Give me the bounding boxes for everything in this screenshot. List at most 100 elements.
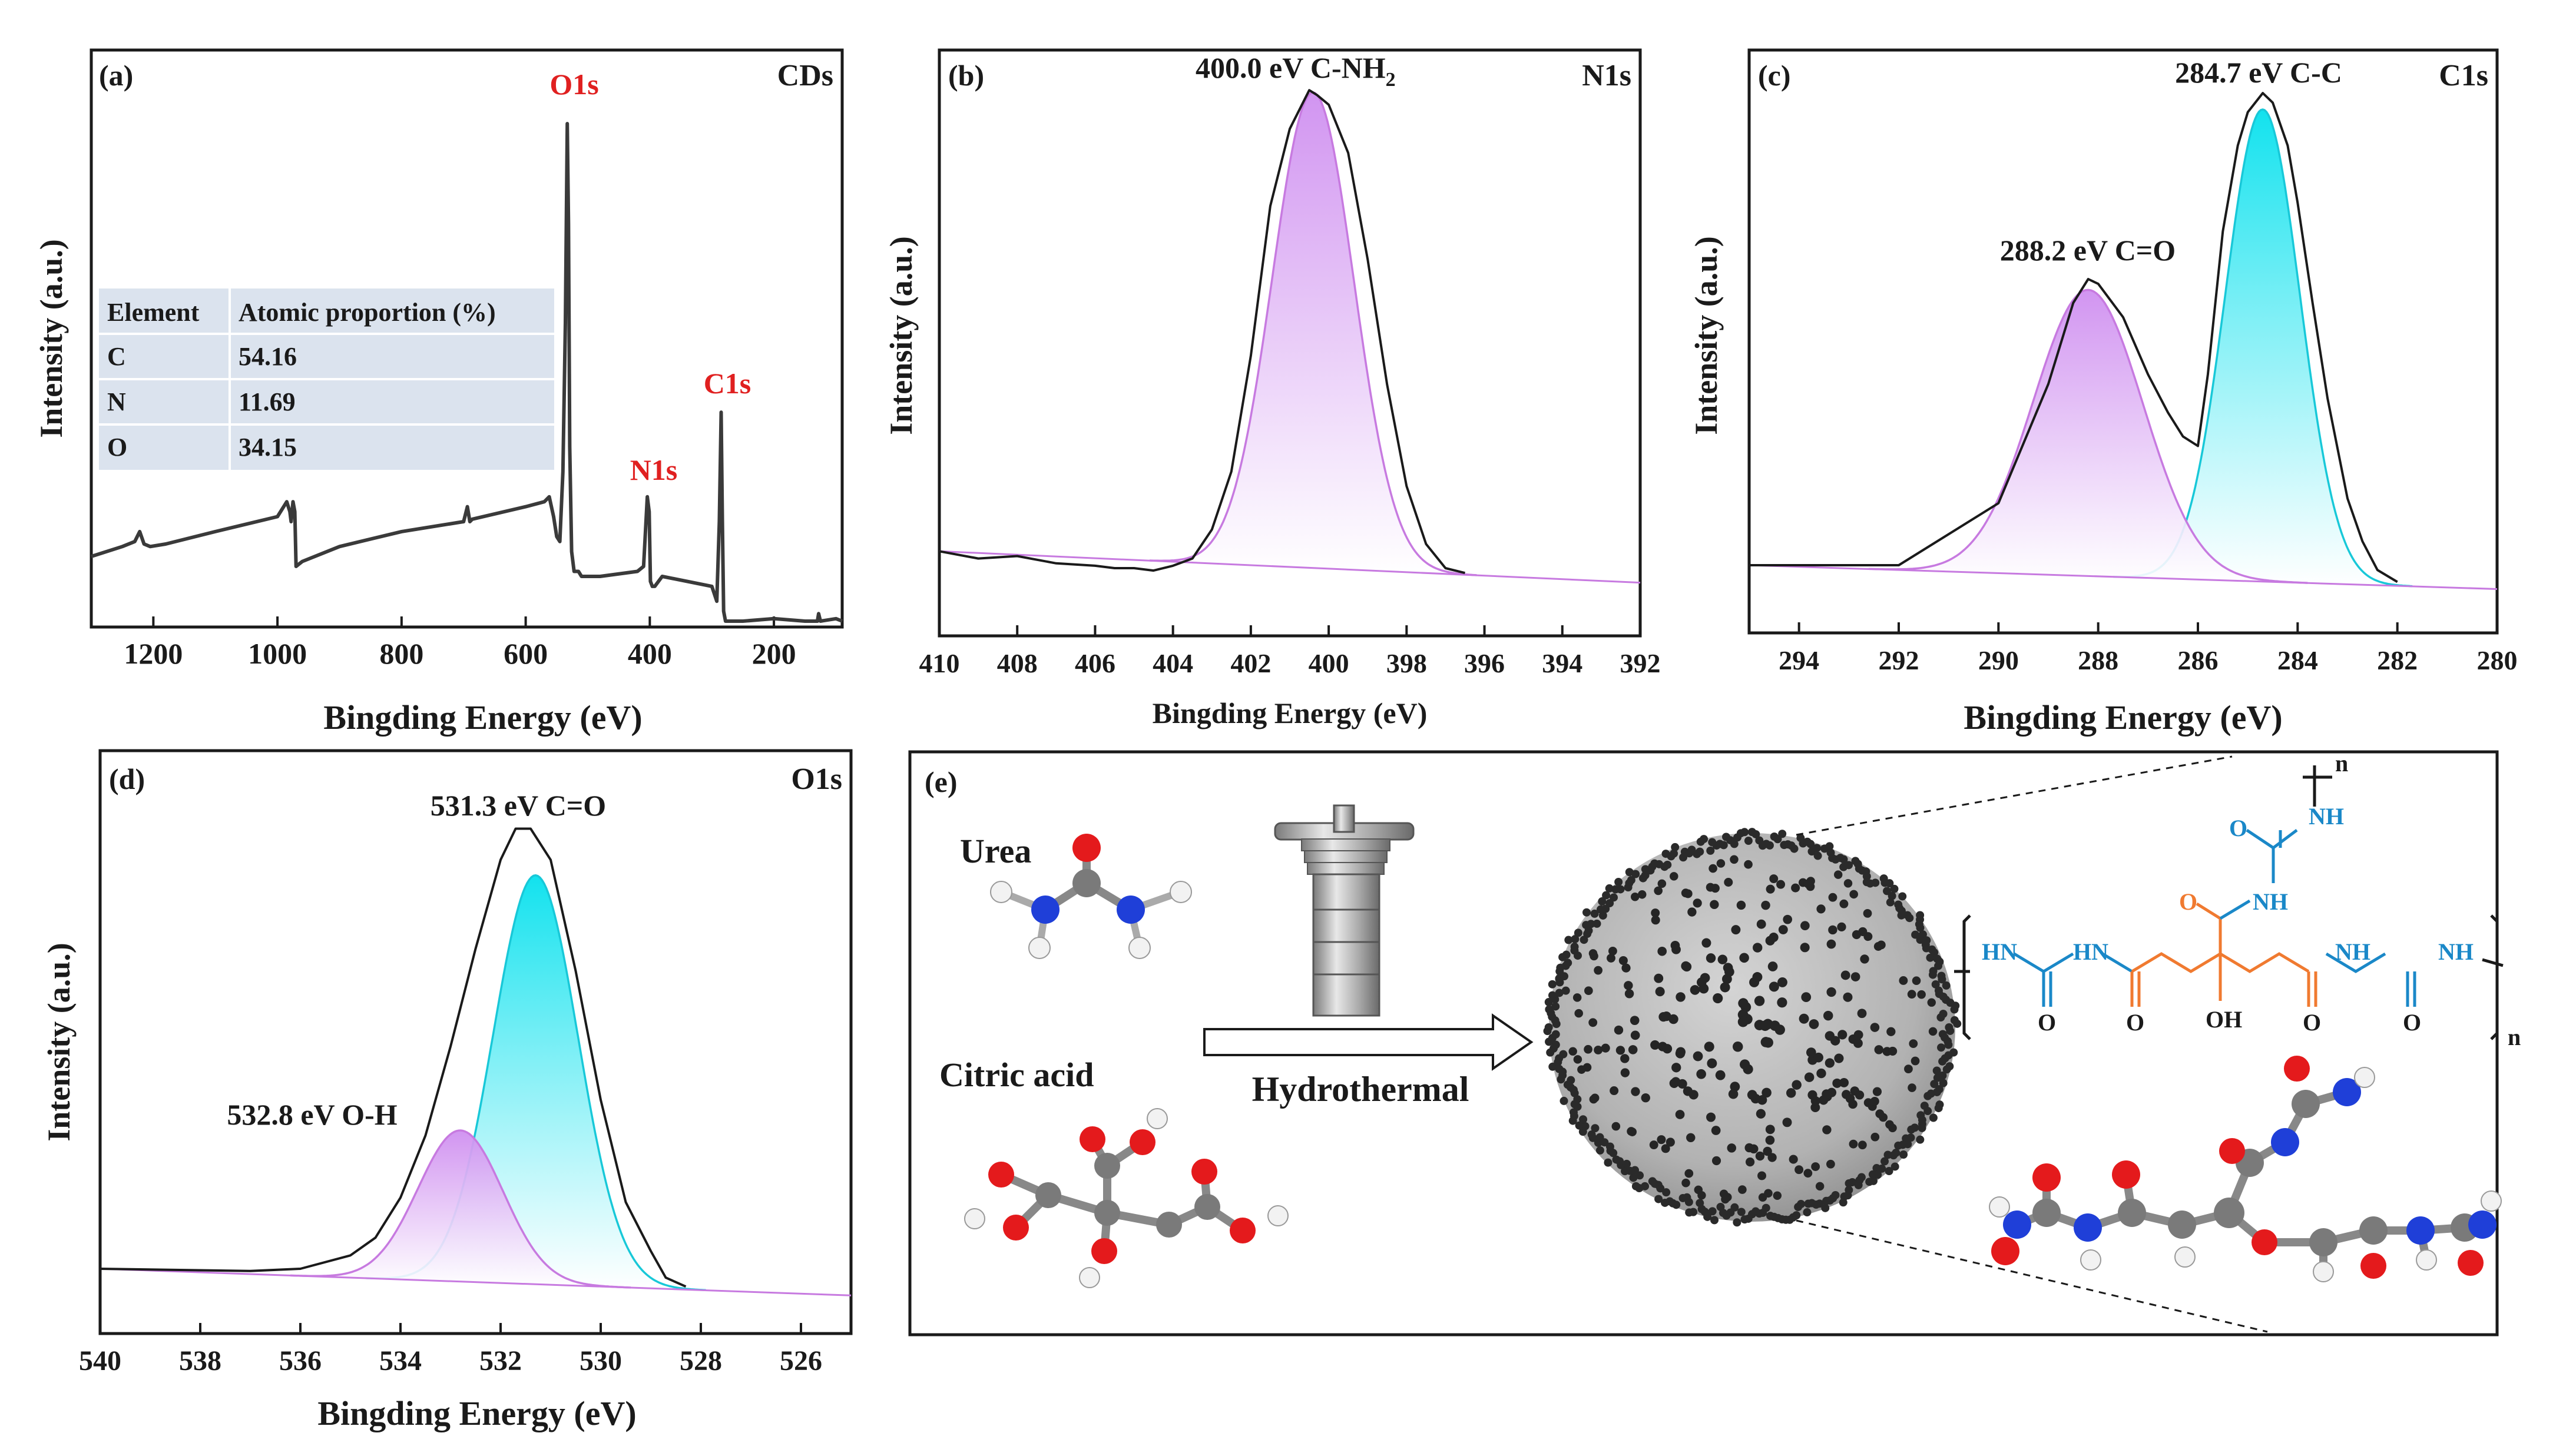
surface-dot	[1738, 998, 1749, 1009]
surface-dot	[1544, 1023, 1553, 1032]
surface-dot	[1650, 1040, 1660, 1050]
surface-dot	[1595, 1146, 1604, 1155]
surface-dot	[1681, 1178, 1690, 1188]
surface-dot	[1753, 943, 1763, 953]
surface-dot	[1628, 1045, 1638, 1054]
surface-dot	[1573, 1055, 1582, 1064]
surface-dot	[1654, 973, 1664, 983]
x-tick-label: 394	[1542, 648, 1582, 678]
surface-dot	[1886, 1027, 1896, 1036]
surface-dot	[1897, 911, 1906, 920]
o1s-oh-annotation: 532.8 eV O-H	[227, 1098, 397, 1131]
surface-dot	[1850, 972, 1860, 981]
panel-a-x-ticks: 1200 1000 800 600 400 200	[124, 616, 796, 670]
surface-dot	[1854, 1180, 1863, 1189]
x-tick-label: 1200	[124, 637, 183, 670]
atom-label: O	[2126, 1009, 2144, 1036]
surface-dot	[1929, 1113, 1938, 1122]
surface-dot	[1716, 1202, 1725, 1211]
o1s-peak-label: O1s	[549, 68, 598, 101]
x-tick-label: 538	[179, 1345, 221, 1377]
surface-dot	[1752, 972, 1763, 983]
surface-dot	[1654, 1195, 1663, 1203]
surface-dot	[1849, 890, 1858, 899]
x-tick-label: 526	[780, 1345, 822, 1377]
surface-dot	[1821, 1203, 1830, 1212]
surface-dot	[1721, 1195, 1730, 1204]
surface-dot	[1661, 1198, 1670, 1207]
surface-dot	[1870, 1023, 1880, 1032]
x-tick-label: 282	[2377, 645, 2418, 675]
surface-groups	[1543, 828, 1962, 1227]
surface-dot	[1828, 893, 1837, 902]
surface-dot	[1605, 899, 1614, 908]
surface-dot	[1683, 1086, 1693, 1096]
surface-dot	[1872, 1164, 1881, 1173]
panel-a-frame	[90, 48, 844, 629]
surface-dot	[1730, 1082, 1740, 1092]
surface-dot	[1616, 885, 1625, 894]
surface-dot	[1870, 1096, 1879, 1106]
surface-dot	[1737, 1016, 1749, 1027]
surface-dot	[1825, 1058, 1835, 1068]
surface-dot	[1865, 1178, 1874, 1186]
surface-dot	[1728, 1089, 1739, 1099]
surface-dot	[1595, 1133, 1604, 1142]
surface-dot	[1744, 860, 1753, 869]
surface-dot	[1839, 1077, 1849, 1087]
panel-b-xlabel: Bingding Energy (eV)	[1153, 697, 1428, 729]
surface-dot	[1589, 1095, 1598, 1104]
surface-dot	[1740, 1215, 1749, 1224]
surface-dot	[1858, 1140, 1867, 1150]
surface-dot	[1655, 987, 1665, 997]
surface-dot	[1584, 986, 1593, 996]
fit-peak-area	[290, 1130, 631, 1288]
x-tick-label: 530	[580, 1345, 622, 1377]
surface-dot	[1704, 1042, 1714, 1052]
surface-dot	[1916, 936, 1925, 944]
surface-dot	[1938, 975, 1946, 984]
carbon-dot-sphere	[1543, 755, 2268, 1333]
panel-d-label: (d)	[109, 762, 145, 795]
surface-dot	[1757, 1171, 1766, 1180]
c1s-cc-annotation: 284.7 eV C-C	[2175, 56, 2342, 89]
x-tick-label: 284	[2277, 645, 2318, 675]
surface-dot	[1671, 1063, 1681, 1073]
surface-dot	[1813, 844, 1822, 853]
surface-dot	[1654, 886, 1663, 896]
surface-dot	[1701, 938, 1711, 948]
surface-dot	[1813, 851, 1822, 860]
c1s-co-annotation: 288.2 eV C=O	[2000, 234, 2176, 267]
surface-dot	[1917, 990, 1926, 999]
x-tick-label: 286	[2178, 645, 2219, 675]
surface-dot	[1685, 1208, 1694, 1217]
surface-dot	[1907, 990, 1916, 999]
surface-dot	[1845, 1179, 1853, 1188]
surface-dot	[1932, 1066, 1941, 1075]
x-tick-label: 288	[2078, 645, 2118, 675]
surface-dot	[1620, 1054, 1630, 1063]
surface-dot	[1911, 1056, 1920, 1066]
surface-dot	[1670, 872, 1678, 881]
x-tick-label: 1000	[248, 637, 307, 670]
surface-dot	[1806, 1047, 1816, 1057]
table-cell-element: C	[107, 342, 126, 371]
surface-dot	[1926, 953, 1935, 962]
surface-dot	[1916, 1135, 1925, 1144]
surface-dot	[1611, 1122, 1621, 1131]
surface-dot	[1551, 1030, 1560, 1039]
surface-dot	[1571, 935, 1580, 944]
surface-dot	[1662, 1044, 1673, 1054]
panel-b-x-ticks: 410 408 406 404 402 400 398 396 394 392	[919, 625, 1661, 678]
x-tick-label: 400	[1309, 648, 1349, 678]
x-tick-label: 410	[919, 648, 960, 678]
surface-dot	[1629, 1173, 1638, 1182]
surface-dot	[1681, 888, 1690, 898]
surface-dot	[1811, 1162, 1820, 1171]
surface-dot	[1568, 1047, 1577, 1056]
surface-dot	[1555, 1064, 1564, 1073]
x-tick-label: 280	[2477, 645, 2518, 675]
surface-dot	[1710, 1216, 1719, 1225]
surface-dot	[1826, 939, 1836, 949]
surface-dot	[1911, 930, 1920, 939]
